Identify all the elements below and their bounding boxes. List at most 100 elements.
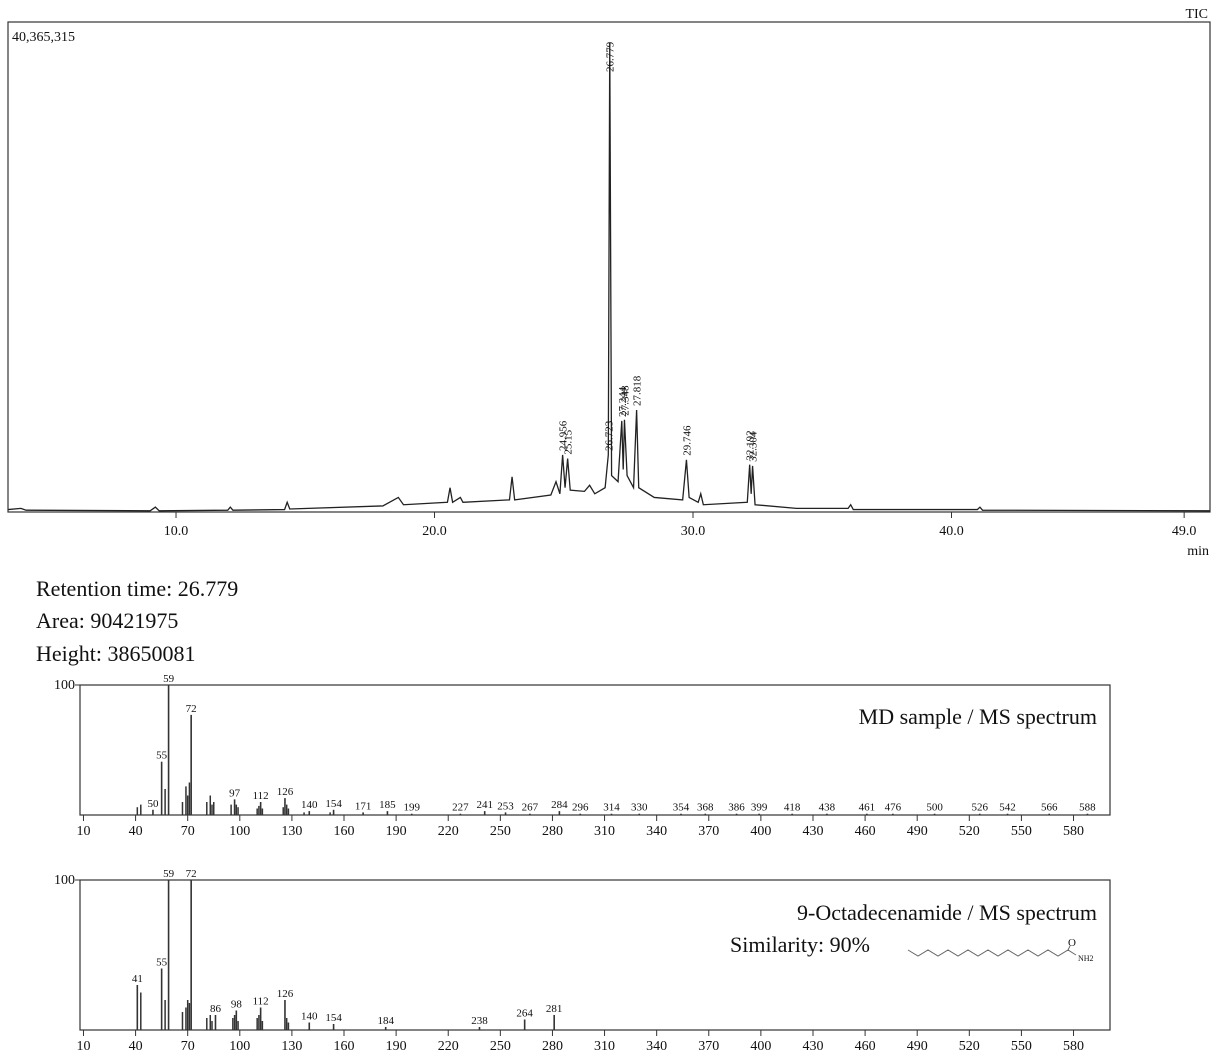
x-tick-label: 100 bbox=[229, 824, 250, 839]
peak-label: 253 bbox=[497, 800, 514, 812]
peak-label: 86 bbox=[210, 1003, 222, 1015]
peak-label: 314 bbox=[603, 802, 620, 814]
peak-label: 267 bbox=[522, 802, 539, 814]
peak-label: 542 bbox=[999, 802, 1016, 814]
peak-label: 98 bbox=[231, 999, 243, 1011]
peak-label: 72 bbox=[186, 868, 197, 880]
retention-time: Retention time: 26.779 bbox=[36, 576, 238, 601]
x-tick-label: 520 bbox=[959, 1039, 980, 1054]
peak-label: 438 bbox=[819, 802, 836, 814]
peak-label: 284 bbox=[551, 799, 568, 811]
peak-label: 27.244 bbox=[617, 386, 629, 417]
x-tick-label: 310 bbox=[594, 824, 615, 839]
peak-label: 399 bbox=[751, 802, 768, 814]
x-tick-label: 490 bbox=[907, 824, 928, 839]
x-tick-label: 490 bbox=[907, 1039, 928, 1054]
x-tick-label: 430 bbox=[802, 1039, 823, 1054]
peak-label: 55 bbox=[156, 750, 168, 762]
peak-label: 154 bbox=[325, 798, 342, 810]
x-tick-label: 130 bbox=[281, 824, 302, 839]
chromatogram-trace bbox=[7, 42, 1211, 512]
x-tick-label: 430 bbox=[802, 824, 823, 839]
x-tick-label: 190 bbox=[386, 824, 407, 839]
peak-label: 50 bbox=[147, 798, 159, 810]
peak-label: 29.746 bbox=[681, 425, 693, 456]
x-tick-label: 280 bbox=[542, 824, 563, 839]
x-tick-label: 520 bbox=[959, 824, 980, 839]
y-tick-label: 40,365,315 bbox=[12, 30, 75, 45]
peak-label: 526 bbox=[971, 802, 988, 814]
x-tick-label: 400 bbox=[750, 1039, 771, 1054]
peak-label: 26.779 bbox=[605, 41, 617, 72]
spectrum-frame bbox=[79, 684, 1111, 816]
x-tick-label: 220 bbox=[438, 824, 459, 839]
x-tick-label: 580 bbox=[1063, 824, 1084, 839]
peak-label: 418 bbox=[784, 802, 801, 814]
peak-label: 354 bbox=[673, 802, 690, 814]
peak-label: 126 bbox=[277, 988, 294, 1000]
x-tick-label: 40.0 bbox=[939, 524, 964, 539]
spectrum-title: 9-Octadecenamide / MS spectrum bbox=[797, 900, 1097, 925]
structure-atom: O bbox=[1068, 937, 1076, 949]
peak-label: 24.956 bbox=[558, 420, 570, 451]
peak-label: 112 bbox=[253, 790, 269, 802]
structure bbox=[907, 949, 1077, 957]
x-tick-label: 30.0 bbox=[681, 524, 706, 539]
peak-label: 140 bbox=[301, 799, 318, 811]
x-tick-label: 100 bbox=[229, 1039, 250, 1054]
trace-label: TIC bbox=[1185, 7, 1208, 22]
x-tick-label: 40 bbox=[129, 1039, 143, 1054]
x-unit: min bbox=[1187, 544, 1209, 559]
peak-label: 264 bbox=[516, 1008, 533, 1020]
x-tick-label: 280 bbox=[542, 1039, 563, 1054]
peak-label: 386 bbox=[728, 802, 745, 814]
x-tick-label: 250 bbox=[490, 1039, 511, 1054]
peak-label: 171 bbox=[355, 800, 372, 812]
peak-label: 26.723 bbox=[603, 420, 615, 451]
x-tick-label: 20.0 bbox=[422, 524, 447, 539]
peak-label: 500 bbox=[926, 802, 943, 814]
peak-label: 281 bbox=[546, 1003, 563, 1015]
peak-label: 476 bbox=[885, 802, 902, 814]
x-tick-label: 340 bbox=[646, 1039, 667, 1054]
x-tick-label: 370 bbox=[698, 1039, 719, 1054]
peak-label: 227 bbox=[452, 802, 469, 814]
x-tick-label: 400 bbox=[750, 824, 771, 839]
peak-label: 566 bbox=[1041, 802, 1058, 814]
x-tick-label: 160 bbox=[334, 824, 355, 839]
x-tick-label: 550 bbox=[1011, 824, 1032, 839]
peak-label: 140 bbox=[301, 1011, 318, 1023]
peak-label: 238 bbox=[471, 1015, 488, 1027]
x-tick-label: 10.0 bbox=[164, 524, 189, 539]
x-tick-label: 70 bbox=[181, 1039, 195, 1054]
x-tick-label: 49.0 bbox=[1172, 524, 1197, 539]
peak-label: 32.192 bbox=[745, 430, 757, 460]
peak-label: 154 bbox=[325, 1012, 342, 1024]
peak-label: 199 bbox=[404, 802, 421, 814]
peak-label: 368 bbox=[697, 802, 714, 814]
x-tick-label: 220 bbox=[438, 1039, 459, 1054]
peak-label: 296 bbox=[572, 802, 589, 814]
x-tick-label: 10 bbox=[76, 824, 90, 839]
x-tick-label: 70 bbox=[181, 824, 195, 839]
area: Area: 90421975 bbox=[36, 608, 178, 633]
x-tick-label: 160 bbox=[334, 1039, 355, 1054]
x-tick-label: 310 bbox=[594, 1039, 615, 1054]
peak-label: 241 bbox=[476, 799, 493, 811]
x-tick-label: 10 bbox=[76, 1039, 90, 1054]
structure-bond bbox=[1067, 945, 1071, 951]
similarity: Similarity: 90% bbox=[730, 932, 870, 957]
peak-label: 185 bbox=[379, 799, 396, 811]
x-tick-label: 130 bbox=[281, 1039, 302, 1054]
peak-label: 461 bbox=[859, 802, 876, 814]
peak-label: 55 bbox=[156, 957, 168, 969]
peak-label: 27.348 bbox=[619, 385, 631, 416]
peak-label: 588 bbox=[1079, 802, 1096, 814]
peak-label: 330 bbox=[631, 802, 648, 814]
peak-label: 184 bbox=[377, 1015, 394, 1027]
peak-label: 59 bbox=[163, 673, 175, 685]
x-tick-label: 40 bbox=[129, 824, 143, 839]
peak-label: 126 bbox=[277, 786, 294, 798]
